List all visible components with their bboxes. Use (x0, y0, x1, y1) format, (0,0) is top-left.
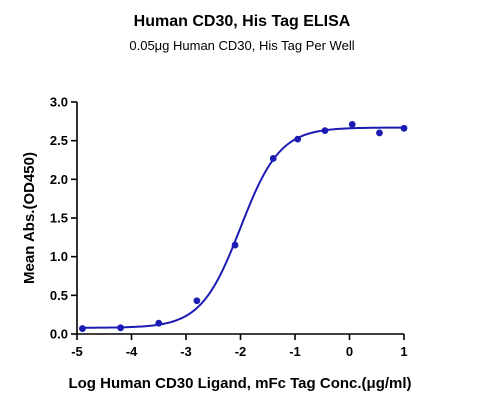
y-tick-label: 0.0 (50, 327, 68, 342)
data-point (269, 155, 277, 162)
axes: 0.0 0.5 1.0 1.5 2.0 2.5 3.0 -5 -4 -3 -2 -1 0 1 (50, 95, 408, 360)
y-tick-label: 1.0 (50, 249, 68, 264)
data-point (193, 297, 201, 305)
data-point (376, 129, 383, 137)
x-tick-label: -3 (180, 344, 192, 359)
chart-subtitle: 0.05μg Human CD30, His Tag Per Well (129, 38, 354, 53)
data-point (348, 121, 356, 128)
fit-curve-layer (82, 126, 404, 329)
x-tick-label: 0 (346, 344, 353, 359)
data-point (117, 324, 124, 332)
data-point (321, 127, 329, 135)
data-point (79, 325, 86, 332)
chart-title: Human CD30, His Tag ELISA (134, 13, 351, 30)
data-points-layer (79, 121, 408, 332)
y-tick-label: 3.0 (50, 95, 68, 110)
fit-curve (82, 126, 404, 329)
data-point (231, 241, 239, 249)
y-tick-label: 2.5 (50, 133, 68, 148)
data-point (400, 124, 408, 132)
data-point (155, 319, 163, 327)
x-tick-label: 1 (400, 344, 407, 359)
x-tick-label: -2 (235, 344, 247, 359)
x-tick-label: -5 (71, 344, 83, 359)
y-tick-label: 1.5 (50, 211, 68, 226)
x-tick-label: -4 (126, 344, 138, 359)
x-axis-label: Log Human CD30 Ligand, mFc Tag Conc.(μg/… (68, 375, 411, 392)
y-tick-label: 2.0 (50, 172, 68, 187)
y-tick-label: 0.5 (50, 288, 68, 303)
x-tick-label: -1 (289, 344, 301, 359)
data-point (294, 135, 302, 143)
y-axis-label: Mean Abs.(OD450) (21, 152, 38, 284)
